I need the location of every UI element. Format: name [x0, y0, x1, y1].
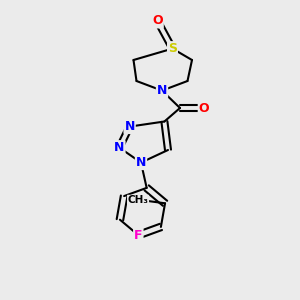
- Text: S: S: [168, 42, 177, 55]
- Text: O: O: [152, 14, 163, 28]
- Text: CH₃: CH₃: [128, 195, 148, 205]
- Text: O: O: [199, 101, 209, 115]
- Text: N: N: [114, 141, 124, 154]
- Text: N: N: [136, 156, 146, 169]
- Text: N: N: [157, 84, 167, 97]
- Text: F: F: [134, 229, 142, 242]
- Text: N: N: [124, 120, 135, 133]
